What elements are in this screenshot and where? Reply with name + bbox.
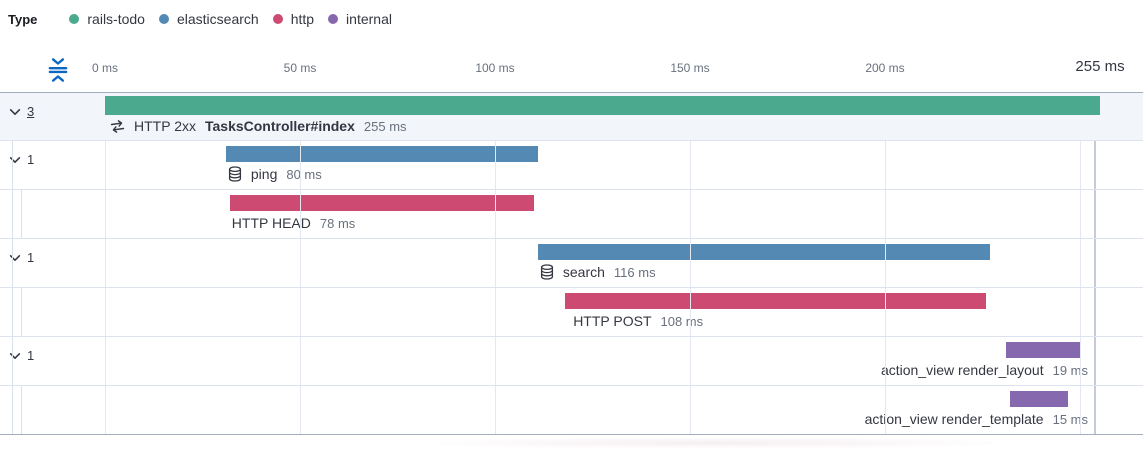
legend-dot bbox=[69, 14, 80, 24]
collapse-all-button[interactable] bbox=[44, 56, 72, 84]
span-label-name: action_view render_template bbox=[864, 411, 1044, 427]
span-label-span-http-head[interactable]: HTTP HEAD 78 ms bbox=[232, 215, 356, 231]
axis-tick: 100 ms bbox=[475, 61, 515, 75]
axis-tick: 150 ms bbox=[670, 61, 710, 75]
span-label-prefix: HTTP 2xx bbox=[134, 118, 196, 134]
waterfall-row-span-ping bbox=[0, 140, 1143, 189]
span-bar-span-search[interactable] bbox=[537, 244, 991, 260]
span-bar-span-http-post[interactable] bbox=[565, 293, 987, 309]
axis-tick: 0 ms bbox=[91, 61, 119, 75]
span-label-name: ping bbox=[250, 166, 278, 182]
legend-item-elasticsearch: elasticsearch bbox=[158, 11, 259, 27]
span-label-span-render-layout[interactable]: action_view render_layout 19 ms bbox=[881, 362, 1088, 378]
legend-item-internal: internal bbox=[328, 11, 392, 27]
chevron-down-icon bbox=[9, 352, 21, 359]
span-label-name: HTTP POST bbox=[573, 313, 652, 329]
legend-item-label: elasticsearch bbox=[176, 11, 259, 27]
accordion-children-count: 1 bbox=[27, 348, 35, 363]
fold-timeline-icon bbox=[48, 58, 68, 82]
span-label-duration: 19 ms bbox=[1052, 362, 1088, 378]
axis-total-duration: 255 ms bbox=[1075, 58, 1125, 75]
span-bar-span-render-layout[interactable] bbox=[1005, 342, 1080, 358]
type-legend: Type rails-todo elasticsearch http internal bbox=[8, 8, 392, 30]
legend-dot bbox=[328, 14, 339, 24]
row-separator bbox=[0, 336, 1143, 337]
span-label-duration: 78 ms bbox=[319, 215, 356, 231]
database-icon bbox=[228, 166, 241, 182]
span-label-name: search bbox=[562, 264, 605, 280]
legend-item-http: http bbox=[272, 11, 315, 27]
merge-icon bbox=[110, 119, 125, 133]
legend-item-label: http bbox=[290, 11, 315, 27]
legend-item-label: rails-todo bbox=[87, 11, 145, 27]
span-bar-span-render-template[interactable] bbox=[1009, 391, 1069, 407]
row-separator bbox=[0, 238, 1143, 239]
span-label-duration: 108 ms bbox=[660, 313, 704, 329]
accordion-children-count: 1 bbox=[27, 250, 35, 265]
accordion-toggle-transaction-tasks-controller-index[interactable]: 3 bbox=[8, 104, 34, 119]
span-bar-span-http-head[interactable] bbox=[229, 195, 534, 211]
span-label-span-render-template[interactable]: action_view render_template 15 ms bbox=[865, 411, 1088, 427]
axis-tick: 200 ms bbox=[865, 61, 905, 75]
chevron-down-icon bbox=[9, 254, 21, 261]
span-bar-span-ping[interactable] bbox=[225, 146, 538, 162]
bottom-shadow bbox=[408, 437, 1020, 449]
chart-bottom-border bbox=[0, 434, 1143, 435]
span-label-duration: 15 ms bbox=[1052, 411, 1088, 427]
indent-guide-level-2 bbox=[21, 189, 22, 238]
waterfall-row-span-http-head bbox=[0, 189, 1143, 238]
span-label-name: TasksController#index bbox=[204, 118, 355, 134]
span-label-duration: 80 ms bbox=[286, 166, 322, 182]
database-icon bbox=[540, 264, 553, 280]
span-label-name: action_view render_layout bbox=[880, 362, 1044, 378]
span-label-duration: 255 ms bbox=[363, 118, 407, 134]
accordion-children-count: 3 bbox=[27, 104, 35, 119]
legend-title: Type bbox=[8, 11, 38, 27]
span-bar-transaction-tasks-controller-index[interactable] bbox=[105, 96, 1100, 115]
legend-dot bbox=[158, 14, 169, 24]
axis-tick: 50 ms bbox=[283, 61, 317, 75]
accordion-children-count: 1 bbox=[27, 152, 35, 167]
chart-top-border bbox=[0, 92, 1143, 93]
legend-item-label: internal bbox=[346, 11, 392, 27]
row-separator bbox=[0, 385, 1143, 386]
row-separator bbox=[0, 140, 1143, 141]
chevron-down-icon bbox=[9, 108, 21, 115]
span-label-span-http-post[interactable]: HTTP POST 108 ms bbox=[573, 313, 703, 329]
indent-guide-level-2 bbox=[21, 385, 22, 434]
row-separator bbox=[0, 287, 1143, 288]
span-label-transaction-tasks-controller-index[interactable]: HTTP 2xx TasksController#index 255 ms bbox=[110, 118, 407, 134]
indent-guide-level-2 bbox=[21, 287, 22, 336]
span-label-span-search[interactable]: search 116 ms bbox=[540, 264, 656, 280]
legend-dot bbox=[272, 14, 283, 24]
span-label-span-ping[interactable]: ping 80 ms bbox=[228, 166, 322, 182]
span-label-duration: 116 ms bbox=[613, 264, 656, 280]
span-label-name: HTTP HEAD bbox=[231, 215, 311, 231]
legend-item-rails-todo: rails-todo bbox=[69, 11, 145, 27]
row-separator bbox=[0, 189, 1143, 190]
chevron-down-icon bbox=[9, 156, 21, 163]
timeline-axis: 255 ms 0 ms 50 ms 100 ms 150 ms 200 ms bbox=[0, 50, 1143, 92]
